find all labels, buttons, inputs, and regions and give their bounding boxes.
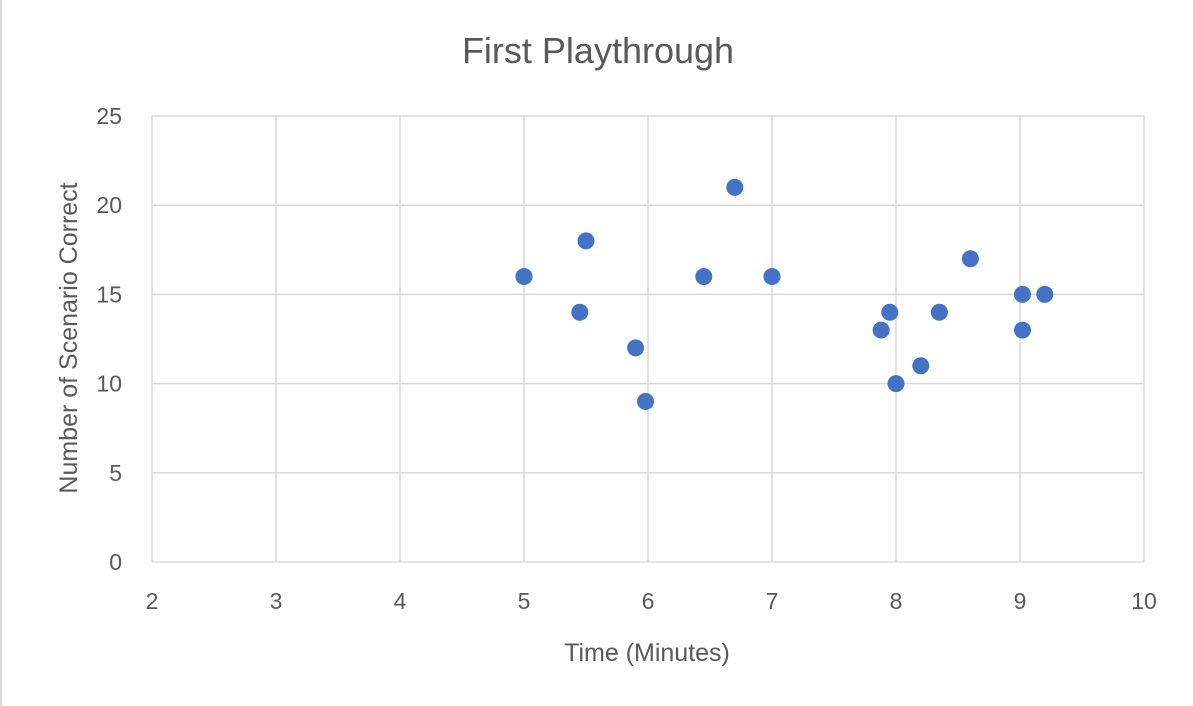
y-tick-label: 20 [96, 192, 122, 218]
data-point [571, 303, 589, 321]
y-tick-label: 10 [96, 371, 122, 397]
x-tick-label: 6 [642, 588, 655, 614]
data-point [1013, 321, 1031, 339]
grid-lines [151, 115, 1145, 563]
data-point [726, 178, 744, 196]
x-tick-label: 4 [394, 588, 407, 614]
data-point [763, 268, 781, 286]
data-point [881, 303, 899, 321]
x-tick-label: 7 [766, 588, 779, 614]
data-point [961, 250, 979, 268]
data-point [695, 268, 713, 286]
data-point [515, 268, 533, 286]
data-point [1036, 285, 1054, 303]
y-tick-label: 25 [96, 103, 122, 129]
data-point [1013, 285, 1031, 303]
x-tick-label: 8 [890, 588, 903, 614]
data-point [577, 232, 595, 250]
x-tick-label: 3 [270, 588, 283, 614]
data-point [930, 303, 948, 321]
y-axis-title: Number of Scenario Correct [55, 182, 83, 493]
x-tick-label: 9 [1014, 588, 1027, 614]
y-tick-label: 0 [109, 549, 122, 575]
data-points [515, 178, 1054, 410]
data-point [912, 357, 930, 375]
x-tick-label: 10 [1131, 588, 1157, 614]
y-tick-label: 15 [96, 281, 122, 307]
data-point [627, 339, 645, 357]
x-tick-label: 5 [518, 588, 531, 614]
chart-title: First Playthrough [462, 30, 734, 71]
data-point [872, 321, 890, 339]
data-point [887, 375, 905, 393]
x-tick-label: 2 [146, 588, 159, 614]
data-point [637, 392, 655, 410]
x-tick-labels: 2 3 4 5 6 7 8 9 10 [146, 588, 1157, 614]
x-axis-title: Time (Minutes) [564, 639, 730, 667]
y-tick-labels: 0 5 10 15 20 25 [96, 103, 122, 575]
y-tick-label: 5 [109, 460, 122, 486]
